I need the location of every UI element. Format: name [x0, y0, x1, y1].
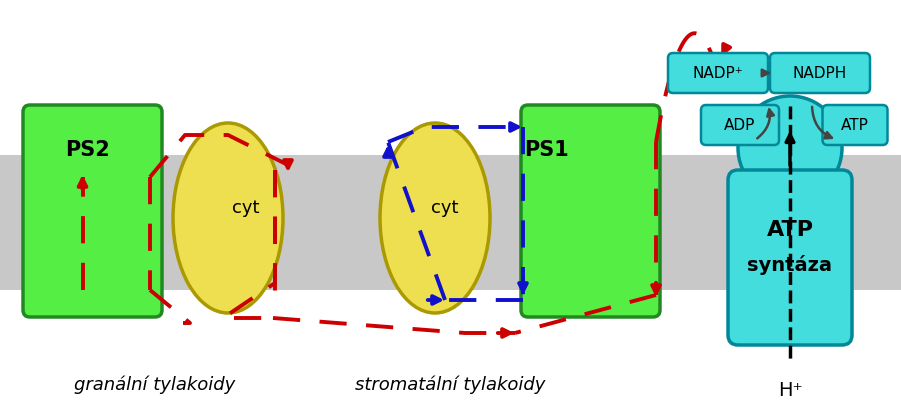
Text: NADPH: NADPH [793, 65, 847, 81]
Ellipse shape [380, 123, 490, 313]
Text: granální tylakoidy: granální tylakoidy [75, 376, 236, 394]
Text: stromatální tylakoidy: stromatální tylakoidy [355, 376, 545, 394]
Bar [755, 148, 825, 200]
Text: cyt: cyt [232, 199, 259, 217]
Text: PS2: PS2 [65, 140, 110, 160]
FancyBboxPatch shape [823, 105, 887, 145]
Text: ADP: ADP [724, 117, 756, 133]
FancyBboxPatch shape [521, 105, 660, 317]
Circle shape [738, 96, 842, 200]
Text: cyt: cyt [432, 199, 459, 217]
Text: ATP: ATP [767, 220, 814, 240]
Text: H⁺: H⁺ [778, 381, 803, 399]
Bar [0, 155, 901, 290]
Text: NADP⁺: NADP⁺ [693, 65, 743, 81]
Ellipse shape [173, 123, 283, 313]
Text: ATP: ATP [841, 117, 869, 133]
FancyBboxPatch shape [770, 53, 870, 93]
FancyBboxPatch shape [23, 105, 162, 317]
FancyBboxPatch shape [728, 170, 852, 345]
FancyBboxPatch shape [668, 53, 768, 93]
FancyBboxPatch shape [701, 105, 779, 145]
Text: syntáza: syntáza [748, 255, 833, 275]
Text: PS1: PS1 [523, 140, 569, 160]
